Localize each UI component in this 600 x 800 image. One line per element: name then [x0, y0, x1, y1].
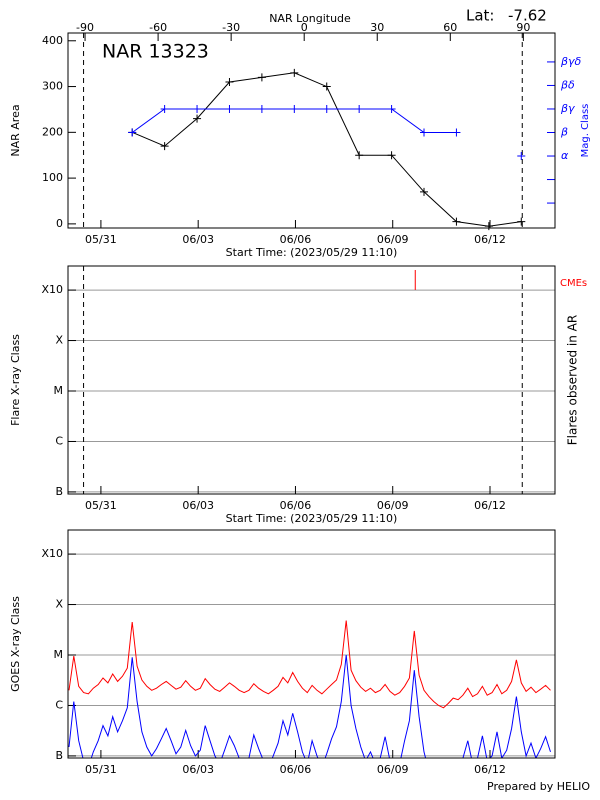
- series-line: [132, 72, 522, 227]
- x-tick-label: 06/03: [182, 233, 214, 246]
- y-tick-label: C: [55, 698, 63, 711]
- x-tick-label: 06/09: [377, 499, 409, 512]
- y-tick-label: 200: [42, 125, 63, 138]
- x-axis-title: Start Time: (2023/05/29 11:10): [226, 512, 398, 525]
- x-tick-label: 06/09: [377, 763, 409, 776]
- y-tick-label: B: [55, 749, 63, 762]
- point-marker: [420, 128, 429, 137]
- y2-axis-title: Mag. Class: [580, 104, 591, 158]
- x-tick-label: 06/03: [182, 499, 214, 512]
- y-tick-label: 400: [42, 34, 63, 47]
- cme-label: CMEs: [560, 278, 587, 289]
- point-marker: [225, 104, 234, 113]
- y-axis-title: NAR Area: [9, 104, 22, 156]
- x-tick-label: 06/03: [182, 763, 214, 776]
- point-marker: [322, 104, 331, 113]
- latitude-label: Lat:: [466, 7, 494, 25]
- x2-tick-label: 60: [443, 21, 457, 34]
- y2-tick-label: βδ: [560, 78, 575, 91]
- point-marker: [193, 104, 202, 113]
- point-marker: [322, 82, 331, 91]
- y-tick-label: X: [55, 598, 63, 611]
- y2-axis-title: Flares observed in AR: [566, 315, 580, 445]
- point-marker: [387, 104, 396, 113]
- plot-frame: [67, 529, 556, 759]
- x-tick-label: 06/09: [377, 233, 409, 246]
- point-marker: [290, 104, 299, 113]
- plot-frame: [67, 32, 556, 229]
- point-marker: [225, 77, 234, 86]
- plot-frame: [67, 265, 556, 495]
- series-line: [68, 620, 551, 709]
- point-marker: [257, 73, 266, 82]
- y-tick-label: M: [54, 384, 64, 397]
- x2-axis-title: NAR Longitude: [269, 12, 351, 25]
- y-tick-label: 100: [42, 171, 63, 184]
- point-marker: [355, 104, 364, 113]
- x2-tick-label: -30: [222, 21, 240, 34]
- y2-tick-label: βγδ: [560, 55, 582, 68]
- x-tick-label: 06/06: [280, 233, 312, 246]
- x2-tick-label: 30: [370, 21, 384, 34]
- point-marker: [160, 142, 169, 151]
- y-tick-label: X10: [41, 547, 63, 560]
- point-marker: [420, 187, 429, 196]
- x-tick-label: 06/06: [280, 499, 312, 512]
- y-tick-label: C: [55, 434, 63, 447]
- y-tick-label: 0: [56, 217, 63, 230]
- x-tick-label: 05/31: [85, 499, 117, 512]
- y2-tick-label: βγ: [560, 102, 575, 115]
- x-tick-label: 06/12: [474, 499, 506, 512]
- y-axis-title: GOES X-ray Class: [9, 596, 22, 692]
- y-tick-label: X10: [41, 283, 63, 296]
- point-marker: [128, 128, 137, 137]
- point-marker: [193, 114, 202, 123]
- point-marker: [452, 128, 461, 137]
- y-tick-label: B: [55, 485, 63, 498]
- y2-tick-label: β: [560, 125, 568, 138]
- y-axis-title: Flare X-ray Class: [9, 334, 22, 426]
- y-tick-label: 300: [42, 80, 63, 93]
- point-marker: [160, 104, 169, 113]
- point-marker: [290, 68, 299, 77]
- point-marker: [484, 222, 493, 231]
- x2-tick-label: 0: [301, 21, 308, 34]
- point-marker: [517, 152, 526, 161]
- point-marker: [355, 151, 364, 160]
- x-tick-label: 05/31: [85, 233, 117, 246]
- series-line: [68, 654, 551, 758]
- x2-tick-label: -90: [76, 21, 94, 34]
- x2-tick-label: 90: [516, 21, 530, 34]
- point-marker: [387, 151, 396, 160]
- x-tick-label: 06/12: [474, 233, 506, 246]
- y-tick-label: X: [55, 334, 63, 347]
- x-axis-title: Start Time: (2023/05/29 11:10): [226, 246, 398, 259]
- series-line: [132, 109, 521, 156]
- y-tick-label: M: [54, 648, 64, 661]
- latitude-value: -7.62: [508, 7, 547, 25]
- y2-tick-label: α: [561, 149, 569, 162]
- x-tick-label: 05/31: [85, 763, 117, 776]
- x2-tick-label: -60: [149, 21, 167, 34]
- chart-title: NAR 13323: [102, 41, 209, 63]
- x-tick-label: 06/12: [474, 763, 506, 776]
- point-marker: [517, 217, 526, 226]
- footer: Prepared by HELIO: [487, 780, 590, 793]
- point-marker: [257, 104, 266, 113]
- point-marker: [452, 217, 461, 226]
- x-tick-label: 06/06: [280, 763, 312, 776]
